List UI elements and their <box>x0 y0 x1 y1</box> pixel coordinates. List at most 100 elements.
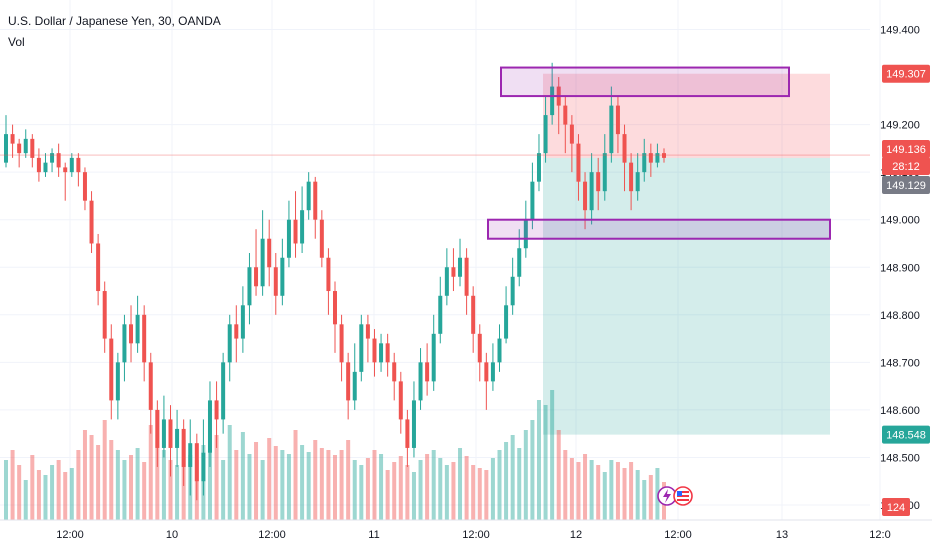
stop-level-tag-bg <box>882 64 930 83</box>
volume-bar <box>247 454 252 520</box>
candle-body <box>227 324 232 363</box>
candle-body <box>622 134 627 163</box>
candle-body <box>63 167 68 173</box>
time-tick-label: 12:00 <box>56 529 84 541</box>
stop-loss-area[interactable] <box>543 73 830 158</box>
candle-body <box>648 153 653 163</box>
countdown-tag-bg <box>882 157 930 176</box>
candle-body <box>497 338 502 363</box>
candle-body <box>418 362 423 401</box>
candle-body <box>122 324 127 363</box>
volume-bar <box>365 458 370 520</box>
candle-body <box>300 210 305 244</box>
us-flag-icon[interactable] <box>673 486 693 506</box>
candle-body <box>240 305 245 339</box>
candle-body <box>69 157 74 173</box>
volume-bar <box>543 405 548 520</box>
zones[interactable] <box>487 66 831 240</box>
candle-body <box>523 219 528 249</box>
candle-body <box>280 257 285 296</box>
volume-bar <box>530 420 535 520</box>
candle-body <box>115 362 120 401</box>
volume-bar <box>260 460 265 520</box>
volume-bar <box>129 455 134 520</box>
candle-body <box>372 338 377 363</box>
candle-body <box>194 443 199 482</box>
price-tick-label: 148.500 <box>880 452 920 464</box>
candle-body <box>405 419 410 448</box>
candle-body <box>662 153 666 158</box>
volume-bar <box>300 445 305 520</box>
volume-value-tag: 124 <box>887 502 905 514</box>
candle-body <box>142 314 147 363</box>
stop-level-tag: 149.307 <box>886 69 926 81</box>
volume-bar <box>536 400 541 520</box>
time-tick-label: 12 <box>570 529 582 541</box>
candle-body <box>563 105 568 125</box>
volume-value-tag-bg <box>882 498 910 516</box>
candle-body <box>609 105 614 154</box>
event-icons[interactable] <box>657 486 693 506</box>
volume-bar <box>96 445 101 520</box>
candle-body <box>135 314 140 344</box>
price-tick-label: 148.900 <box>880 262 920 274</box>
supply-zone[interactable] <box>500 66 790 98</box>
time-tick-label: 12:00 <box>462 529 490 541</box>
volume-bar <box>635 470 640 520</box>
volume-bar <box>405 465 410 520</box>
candle-body <box>260 238 265 287</box>
volume-bar <box>609 460 614 520</box>
volume-bar <box>267 438 272 520</box>
volume-bar <box>490 458 495 520</box>
volume-bar <box>333 455 337 520</box>
volume-bar <box>4 460 8 520</box>
candle-body <box>615 105 620 135</box>
volume-bar <box>17 465 22 520</box>
candle-body <box>293 219 298 244</box>
price-tick-label: 149.200 <box>880 120 920 132</box>
candle-body <box>30 138 35 158</box>
volume-bar <box>280 450 285 520</box>
position-tool[interactable] <box>543 73 830 435</box>
candle-body <box>438 295 443 334</box>
volume-bar <box>477 468 482 520</box>
time-tick-label: 10 <box>166 529 178 541</box>
candle-body <box>234 324 239 339</box>
volume-bar <box>240 432 245 520</box>
candle-body <box>333 291 337 325</box>
time-axis[interactable]: 12:00 10 12:00 11 12:00 12 12:00 13 12:0 <box>0 519 932 541</box>
candle-body <box>96 243 101 292</box>
candle-body <box>89 200 94 244</box>
volume-bar <box>30 455 35 520</box>
candle-body <box>504 305 509 339</box>
volume-bar <box>82 430 87 520</box>
volume-indicator-label[interactable]: Vol <box>8 35 25 49</box>
volume-bar <box>76 450 81 520</box>
candle-body <box>168 419 173 448</box>
candle-body <box>655 153 660 163</box>
volume-bar <box>629 462 634 520</box>
candle-body <box>398 381 403 420</box>
candle-body <box>56 153 61 168</box>
volume-bar <box>286 454 291 520</box>
volume-bar <box>438 458 443 520</box>
volume-bar <box>615 462 620 520</box>
candle-body <box>207 400 212 453</box>
candle-body <box>576 143 581 182</box>
volume-bar <box>510 435 515 520</box>
candle-body <box>569 124 574 144</box>
volume-bar <box>602 472 607 520</box>
volume-bar <box>583 454 588 520</box>
candle-body <box>385 343 390 363</box>
volume-bar <box>175 465 180 520</box>
volume-bar <box>227 425 232 520</box>
volume-bar <box>293 430 298 520</box>
chart-title: U.S. Dollar / Japanese Yen, 30, OANDA <box>8 14 221 28</box>
volume-bar <box>135 448 140 520</box>
candle-body <box>36 157 41 173</box>
candle-body <box>484 362 489 382</box>
volume-bar <box>69 468 74 520</box>
demand-zone[interactable] <box>487 218 831 240</box>
candle-body <box>10 134 15 144</box>
